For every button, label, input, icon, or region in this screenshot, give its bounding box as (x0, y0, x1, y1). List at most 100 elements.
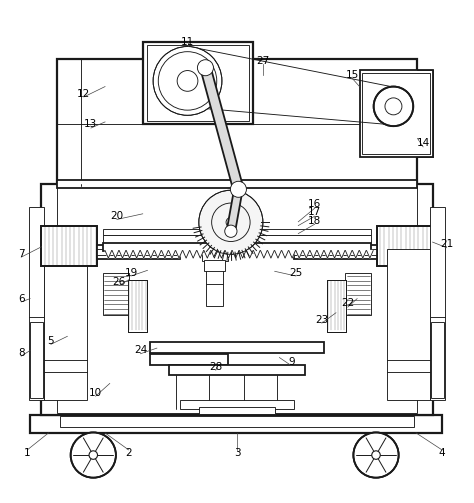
Circle shape (71, 433, 116, 478)
Polygon shape (201, 66, 244, 191)
Text: 21: 21 (440, 239, 453, 249)
Text: 26: 26 (112, 277, 126, 287)
Text: 20: 20 (110, 211, 123, 221)
Circle shape (226, 217, 236, 227)
Text: 23: 23 (315, 315, 328, 325)
Text: 22: 22 (341, 298, 355, 308)
Polygon shape (282, 250, 288, 258)
Polygon shape (218, 250, 225, 258)
Polygon shape (105, 250, 112, 258)
Bar (359, 70, 433, 157)
Text: 9: 9 (288, 357, 294, 367)
Bar (41, 225, 97, 266)
Polygon shape (126, 250, 133, 258)
Circle shape (374, 87, 413, 126)
Bar (103, 229, 371, 235)
Polygon shape (112, 250, 118, 258)
Text: 7: 7 (18, 249, 25, 259)
Text: 18: 18 (308, 216, 321, 226)
Polygon shape (275, 250, 281, 258)
Text: 5: 5 (47, 336, 54, 346)
Text: 1: 1 (24, 448, 31, 458)
Circle shape (372, 451, 380, 459)
Polygon shape (296, 250, 302, 258)
Bar (41, 225, 97, 266)
Text: 8: 8 (18, 348, 25, 358)
Bar (377, 225, 433, 266)
Bar (169, 365, 305, 375)
Polygon shape (211, 250, 218, 258)
Polygon shape (346, 250, 352, 258)
Polygon shape (359, 250, 366, 258)
Polygon shape (324, 250, 331, 258)
Circle shape (153, 46, 222, 115)
Circle shape (177, 70, 198, 91)
Text: 19: 19 (124, 268, 137, 278)
Bar (206, 254, 223, 306)
Bar (430, 207, 445, 400)
Circle shape (230, 181, 246, 197)
Bar (103, 243, 371, 250)
Bar (29, 207, 44, 400)
Polygon shape (289, 250, 295, 258)
Polygon shape (147, 250, 154, 258)
Bar (199, 407, 275, 414)
Bar (103, 273, 128, 315)
Bar (204, 260, 225, 271)
Text: 4: 4 (438, 448, 445, 458)
Bar (146, 45, 249, 121)
Bar (431, 322, 444, 397)
Bar (150, 354, 228, 365)
Text: 6: 6 (18, 294, 25, 304)
Text: 24: 24 (134, 346, 147, 356)
Bar (181, 400, 293, 409)
Bar (377, 225, 433, 266)
Polygon shape (261, 250, 267, 258)
Polygon shape (227, 189, 243, 232)
Bar (143, 42, 254, 124)
Polygon shape (204, 250, 210, 258)
Polygon shape (254, 250, 260, 258)
Polygon shape (183, 250, 190, 258)
Polygon shape (155, 250, 161, 258)
Text: 3: 3 (234, 448, 240, 458)
Polygon shape (176, 250, 182, 258)
Bar (362, 73, 430, 154)
Polygon shape (303, 250, 310, 258)
Polygon shape (119, 250, 126, 258)
Text: 10: 10 (89, 388, 102, 398)
Bar (103, 235, 371, 243)
Text: 27: 27 (256, 56, 270, 66)
Polygon shape (197, 250, 203, 258)
Bar (30, 415, 442, 433)
Polygon shape (133, 250, 140, 258)
Text: 11: 11 (181, 37, 194, 47)
Polygon shape (310, 250, 317, 258)
Text: 2: 2 (125, 448, 132, 458)
Bar (57, 59, 418, 184)
Polygon shape (331, 250, 338, 258)
Circle shape (199, 190, 263, 255)
Circle shape (385, 98, 402, 115)
Polygon shape (268, 250, 274, 258)
Bar (128, 280, 147, 331)
Bar (41, 184, 433, 415)
Text: 12: 12 (77, 89, 91, 99)
Text: 17: 17 (308, 207, 321, 217)
Bar (387, 249, 430, 400)
Bar (346, 273, 371, 315)
Bar (44, 249, 87, 400)
Bar (327, 280, 346, 331)
Polygon shape (317, 250, 324, 258)
Bar (57, 181, 418, 188)
Bar (294, 245, 377, 259)
Circle shape (197, 60, 213, 76)
Bar (128, 280, 147, 331)
Text: 28: 28 (209, 362, 222, 372)
Bar (30, 322, 43, 397)
Polygon shape (246, 250, 253, 258)
Circle shape (89, 451, 98, 459)
Bar (57, 187, 418, 412)
Polygon shape (190, 250, 197, 258)
Bar (150, 343, 324, 353)
